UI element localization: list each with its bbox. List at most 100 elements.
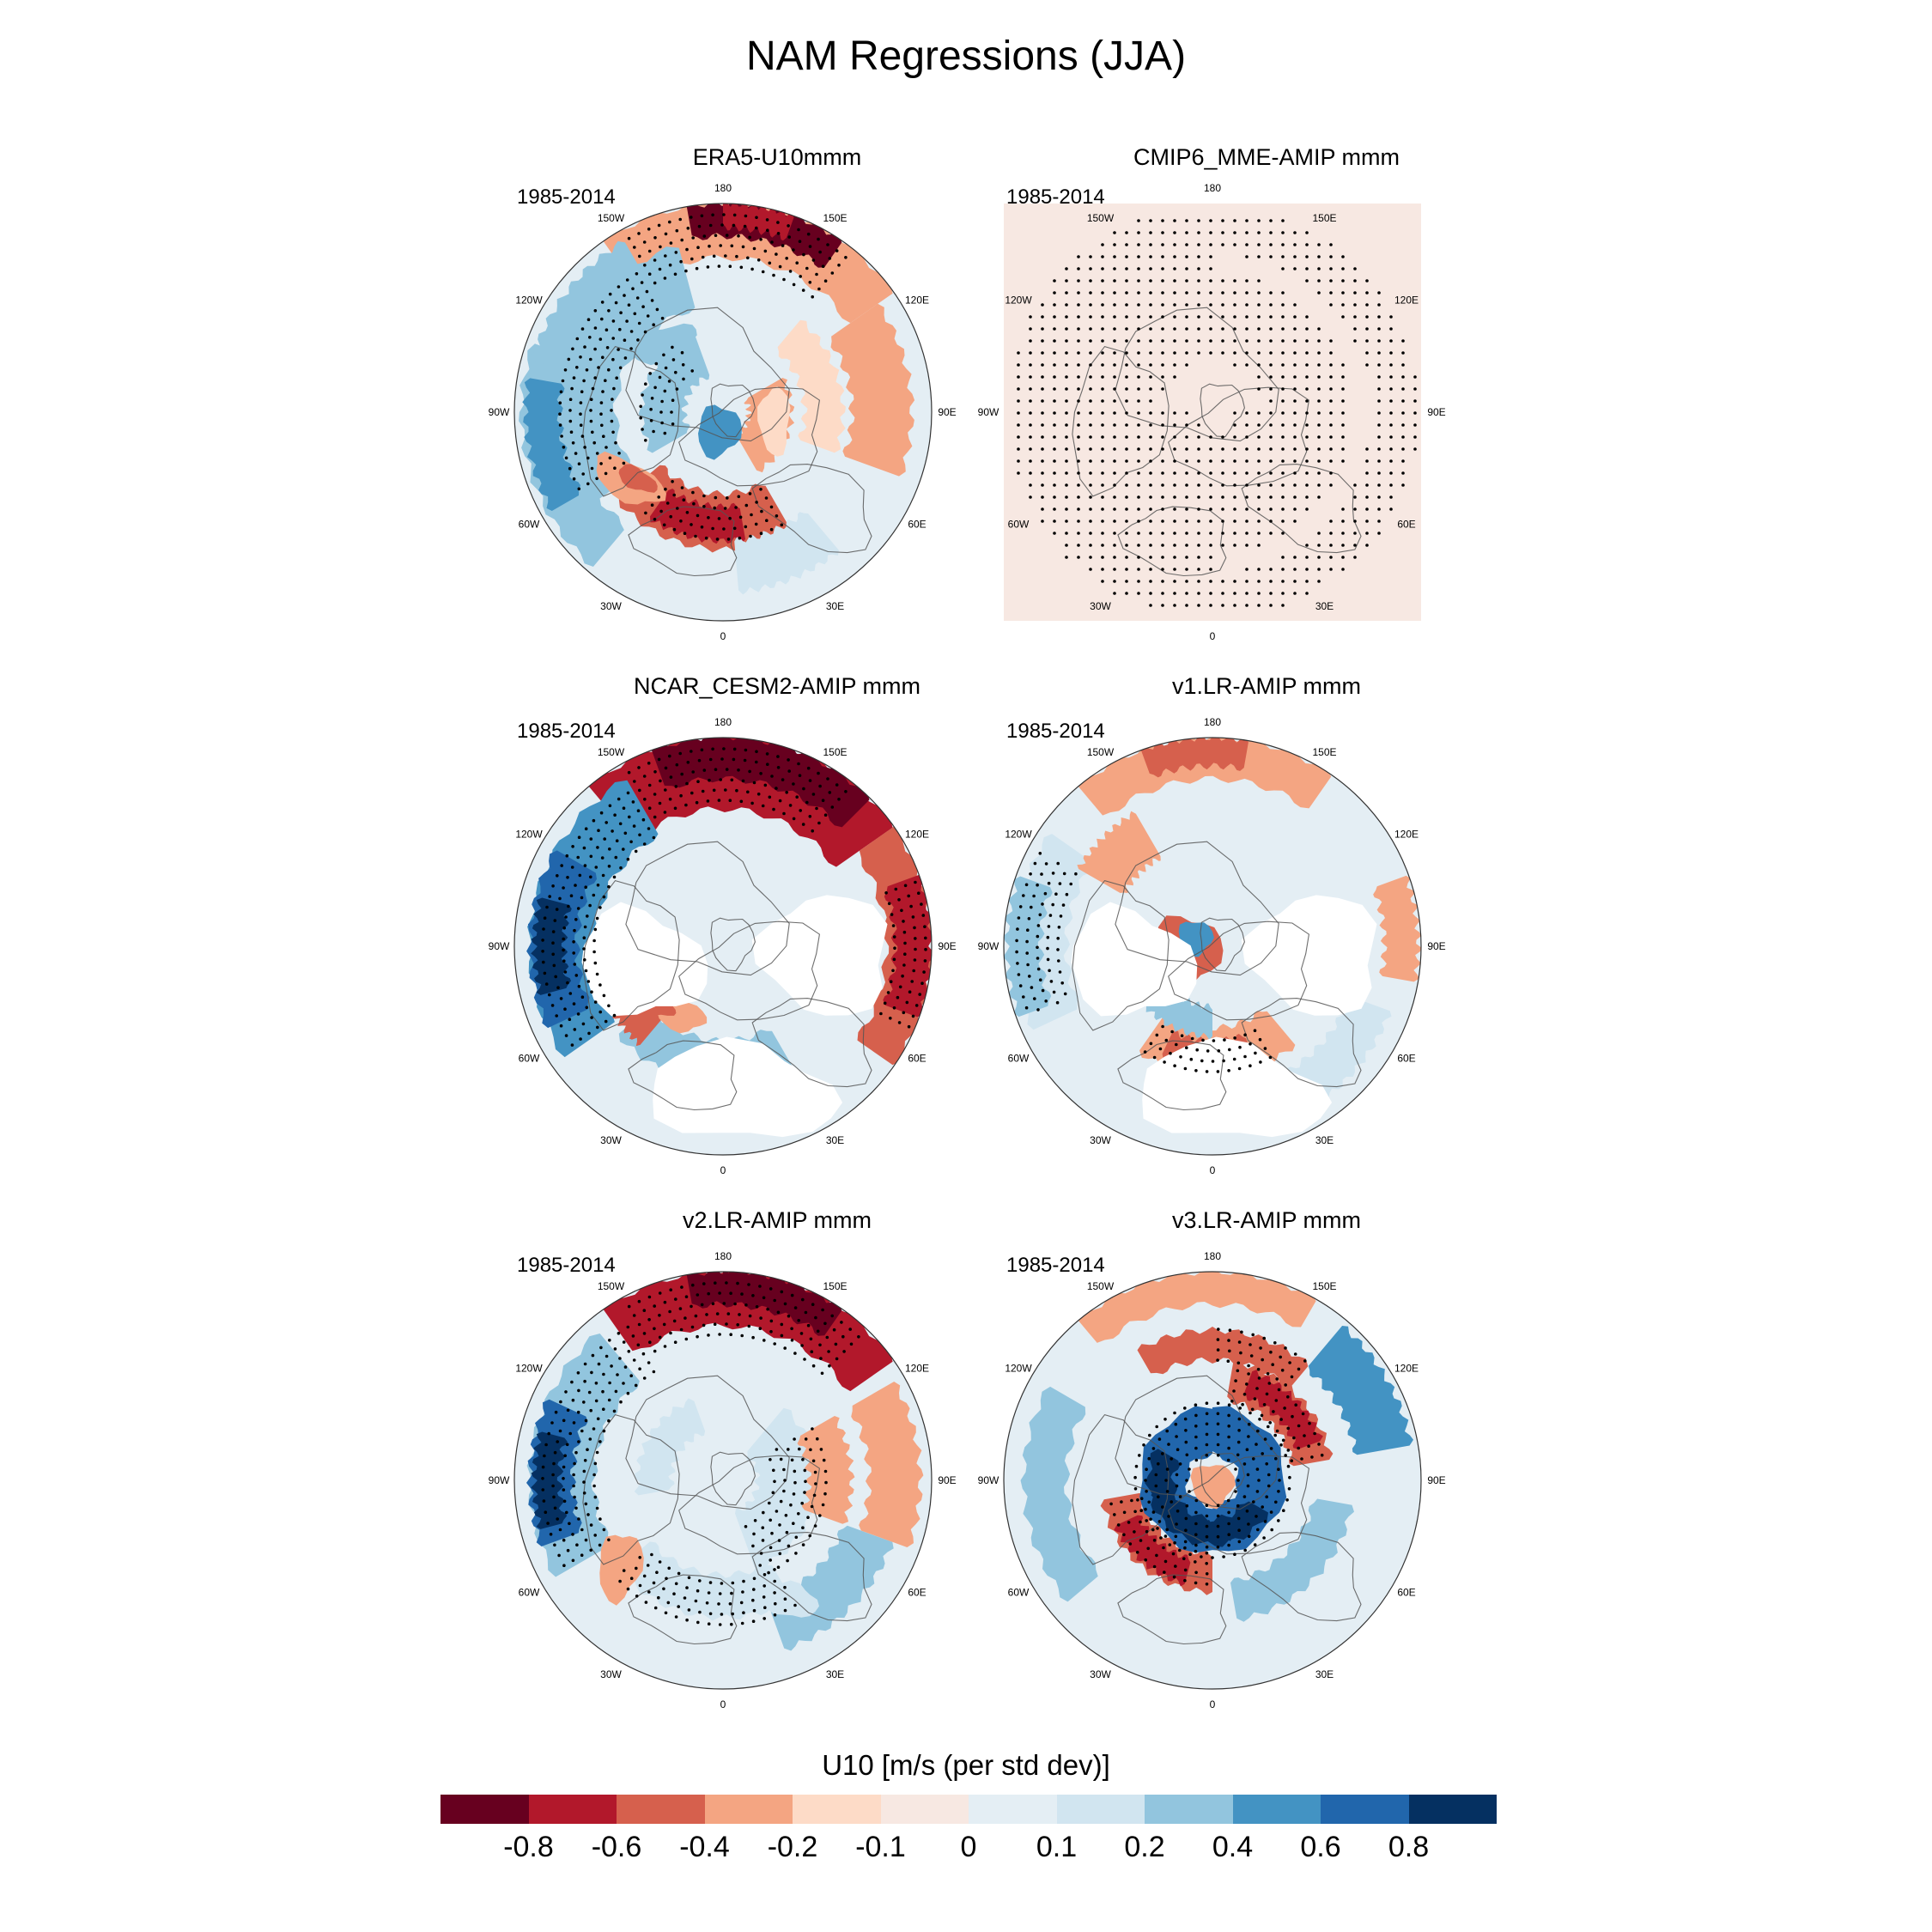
longitude-label: 90W — [978, 1474, 999, 1486]
colorbar-tick-label: 0.8 — [1388, 1831, 1430, 1863]
longitude-label: 90W — [978, 940, 999, 952]
longitude-label: 30W — [1090, 1134, 1111, 1146]
panel-title: v3.LR-AMIP mmm — [1171, 1207, 1362, 1233]
panel-period: 1985-2014 — [517, 185, 616, 209]
map-panel: v3.LR-AMIP mmm 1985-2014 180 150E 120E 90E 60E… — [978, 1206, 1546, 1710]
longitude-label: 120W — [1005, 829, 1032, 841]
polar-stereographic-map: 180 150E 120E 90E 60E 30E 0 30W 60W 90W 120W 150W — [978, 716, 1446, 1176]
longitude-label: 90E — [938, 406, 956, 418]
colorbar-segment — [704, 1795, 793, 1824]
longitude-label: 180 — [1204, 1250, 1221, 1262]
longitude-label: 60W — [519, 519, 540, 531]
colorbar-tick-label: 0.2 — [1124, 1831, 1165, 1863]
longitude-label: 0 — [1210, 630, 1216, 642]
panel-title: ERA5-U10mmm — [692, 144, 862, 170]
longitude-label: 120W — [1005, 1363, 1032, 1375]
longitude-label: 0 — [1210, 1698, 1216, 1710]
longitude-label: 0 — [720, 630, 726, 642]
figure-title: NAM Regressions (JJA) — [745, 33, 1187, 79]
longitude-label: 180 — [714, 182, 732, 194]
colorbar-segment — [1056, 1795, 1145, 1824]
colorbar-segment — [793, 1795, 881, 1824]
longitude-label: 90E — [1427, 406, 1445, 418]
longitude-label: 120E — [905, 829, 929, 841]
colorbar-tick-label: -0.4 — [679, 1831, 730, 1863]
longitude-label: 150E — [1312, 1280, 1336, 1292]
colorbar-tick-label: -0.1 — [855, 1831, 906, 1863]
longitude-label: 120E — [1394, 295, 1419, 307]
longitude-label: 150W — [598, 212, 625, 224]
longitude-label: 30E — [826, 600, 844, 612]
longitude-label: 150W — [1087, 212, 1115, 224]
longitude-label: 30E — [826, 1134, 844, 1146]
longitude-label: 30W — [600, 1668, 622, 1680]
longitude-label: 60E — [1397, 1587, 1415, 1599]
panel-title: v2.LR-AMIP mmm — [682, 1207, 872, 1233]
longitude-label: 0 — [720, 1698, 726, 1710]
panel-title: NCAR_CESM2-AMIP mmm — [633, 673, 921, 699]
polar-stereographic-map: 180 150E 120E 90E 60E 30E 0 30W 60W 90W 120W 150W — [489, 716, 957, 1176]
longitude-label: 120W — [515, 295, 543, 307]
polar-stereographic-map: 180 150E 120E 90E 60E 30E 0 30W 60W 90W 120W 150W — [978, 1250, 1446, 1710]
colorbar-segment — [1232, 1795, 1321, 1824]
longitude-label: 30E — [826, 1668, 844, 1680]
longitude-label: 150E — [1312, 746, 1336, 758]
longitude-label: 30E — [1315, 1668, 1334, 1680]
colorbar-segment — [969, 1795, 1057, 1824]
longitude-label: 150E — [823, 746, 847, 758]
colorbar-tick-label: 0.4 — [1212, 1831, 1254, 1863]
longitude-label: 180 — [714, 716, 732, 728]
longitude-label: 30W — [600, 600, 622, 612]
longitude-label: 0 — [1210, 1164, 1216, 1176]
longitude-label: 30W — [1090, 1668, 1111, 1680]
longitude-label: 120W — [1005, 295, 1032, 307]
longitude-label: 90W — [489, 1474, 510, 1486]
longitude-label: 60E — [1397, 519, 1415, 531]
longitude-label: 90W — [489, 406, 510, 418]
longitude-label: 60W — [1008, 1053, 1030, 1065]
map-panel: v1.LR-AMIP mmm 1985-2014 180 150E 120E 90E 60E… — [978, 671, 1546, 1176]
colorbar-segment — [1321, 1795, 1409, 1824]
colorbar-tick-label: -0.6 — [591, 1831, 642, 1863]
panel-period: 1985-2014 — [517, 720, 616, 743]
longitude-label: 30E — [1315, 600, 1334, 612]
longitude-label: 90E — [938, 1474, 956, 1486]
longitude-label: 120W — [515, 829, 543, 841]
colorbar-segment — [1145, 1795, 1233, 1824]
colorbar-segment — [617, 1795, 705, 1824]
polar-stereographic-map: 180 150E 120E 90E 60E 30E 0 30W 60W 90W 120W 150W — [489, 182, 957, 642]
longitude-label: 180 — [714, 1250, 732, 1262]
longitude-label: 60W — [519, 1587, 540, 1599]
colorbar-segment — [1408, 1795, 1497, 1824]
longitude-label: 180 — [1204, 716, 1221, 728]
colorbar-labels: -0.8 -0.6 -0.4 -0.2 -0.1 0 0.1 0.2 0.4 0.6 0.8 — [440, 1831, 1497, 1874]
longitude-label: 60W — [519, 1053, 540, 1065]
longitude-label: 90W — [978, 406, 999, 418]
longitude-label: 30W — [600, 1134, 622, 1146]
colorbar-tick-label: 0.6 — [1300, 1831, 1341, 1863]
longitude-label: 90E — [1427, 940, 1445, 952]
longitude-label: 150E — [823, 212, 847, 224]
polar-stereographic-map: 180 150E 120E 90E 60E 30E 0 30W 60W 90W 120W 150W — [978, 182, 1446, 642]
map-panel: v2.LR-AMIP mmm 1985-2014 180 150E 120E 90E 60E… — [489, 1206, 1056, 1710]
longitude-label: 0 — [720, 1164, 726, 1176]
panel-period: 1985-2014 — [1006, 1254, 1105, 1277]
longitude-label: 60E — [908, 1587, 926, 1599]
longitude-label: 90E — [1427, 1474, 1445, 1486]
longitude-label: 120E — [905, 1363, 929, 1375]
longitude-label: 150E — [823, 1280, 847, 1292]
longitude-label: 120W — [515, 1363, 543, 1375]
longitude-label: 60W — [1008, 519, 1030, 531]
panel-title: CMIP6_MME-AMIP mmm — [1133, 144, 1400, 170]
longitude-label: 150W — [598, 746, 625, 758]
longitude-label: 120E — [1394, 829, 1419, 841]
colorbar-tick-label: 0 — [960, 1831, 977, 1863]
longitude-label: 150W — [598, 1280, 625, 1292]
colorbar-segment — [880, 1795, 969, 1824]
longitude-label: 60E — [908, 519, 926, 531]
longitude-label: 90E — [938, 940, 956, 952]
map-panel: CMIP6_MME-AMIP mmm 1985-2014 180 150E 120E 90… — [978, 137, 1546, 642]
map-panel: ERA5-U10mmm 1985-2014 180 150E 120E 90E 60E 30E… — [489, 137, 1056, 642]
colorbar — [440, 1795, 1497, 1824]
panel-period: 1985-2014 — [1006, 720, 1105, 743]
